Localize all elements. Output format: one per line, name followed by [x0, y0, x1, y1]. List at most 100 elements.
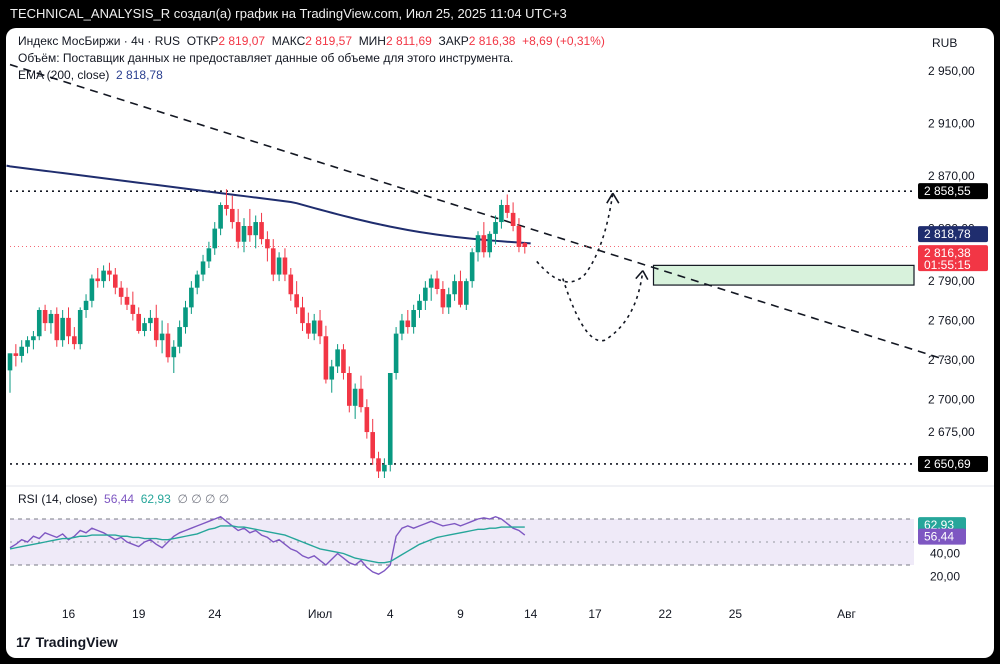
price-tag-countdown: 01:55:15 — [924, 258, 971, 272]
candle-body — [423, 287, 428, 301]
candle-body — [241, 226, 247, 242]
time-axis-tick: 25 — [729, 607, 743, 621]
candle-body — [189, 287, 194, 308]
time-axis-tick: 14 — [524, 607, 538, 621]
low-label: МИН — [358, 34, 386, 48]
ema-200-line — [6, 164, 531, 245]
price-axis-tick: 2 910,00 — [928, 117, 975, 131]
arrow-head-icon — [606, 192, 620, 204]
candle-body — [194, 274, 200, 288]
candle-body — [25, 340, 30, 347]
candle-body — [7, 353, 13, 371]
ema-tag-bg — [918, 226, 988, 243]
candle-body — [306, 323, 311, 334]
time-axis-tick: 22 — [659, 607, 673, 621]
candle-body — [206, 248, 212, 262]
candle-body — [48, 313, 54, 324]
brand-footer: 17 TradingView — [16, 634, 118, 650]
candle-body — [464, 281, 469, 305]
level-tag-lower-bg — [918, 455, 988, 472]
high-value: 2 819,57 — [305, 34, 353, 48]
scenario-arrow-up — [536, 193, 614, 283]
ema-legend[interactable]: EMA (200, close) 2 818,78 — [18, 68, 163, 82]
arrow-head-icon — [635, 270, 649, 281]
price-axis-tick: 2 675,00 — [928, 425, 975, 439]
candle-body — [270, 248, 276, 275]
candle-body — [300, 307, 305, 324]
candle-body — [382, 464, 387, 472]
candle-body — [83, 300, 89, 310]
price-tag: 2 816,38 — [924, 246, 971, 260]
candle-body — [142, 323, 147, 331]
candle-body — [54, 313, 60, 341]
level-tag-lower: 2 650,69 — [924, 457, 971, 471]
symbol-title[interactable]: Индекс МосБиржи · 4ч · RUS — [18, 34, 181, 48]
rsi-empty-values: ∅ ∅ ∅ ∅ — [177, 492, 230, 506]
candle-body — [259, 222, 264, 240]
candle-body — [405, 320, 411, 328]
candle-body — [376, 458, 381, 472]
candle-body — [265, 239, 270, 249]
candle-body — [469, 252, 475, 282]
ema-label: EMA (200, close) — [18, 68, 110, 82]
candle-body — [19, 346, 24, 356]
time-axis-tick: 16 — [62, 607, 76, 621]
price-tag-bg — [918, 245, 988, 272]
candle-body — [159, 333, 165, 341]
price-axis-tick: 2 950,00 — [928, 64, 975, 78]
candle-body — [428, 278, 434, 288]
candle-body — [352, 388, 358, 406]
rsi-ma-value: 62,93 — [140, 492, 171, 506]
candle-body — [200, 261, 206, 275]
rsi-tag-bg — [918, 528, 966, 545]
chart-canvas[interactable]: 2 950,002 910,002 870,002 830,002 790,00… — [6, 28, 994, 658]
candle-body — [329, 366, 335, 380]
candle-body — [434, 278, 440, 289]
time-axis-tick: 17 — [588, 607, 602, 621]
candle-body — [446, 294, 452, 308]
candle-body — [136, 313, 141, 331]
time-axis-tick: 19 — [132, 607, 146, 621]
close-value: 2 816,38 — [468, 34, 516, 48]
price-axis-tick: 2 760,00 — [928, 314, 975, 328]
candle-body — [95, 278, 101, 282]
candle-body — [475, 235, 481, 253]
candle-body — [153, 317, 159, 341]
candle-body — [393, 333, 399, 373]
candle-body — [341, 349, 346, 373]
candle-body — [224, 205, 229, 209]
ema-tag: 2 818,78 — [924, 227, 971, 241]
rsi-legend[interactable]: RSI (14, close) 56,44 62,93 ∅ ∅ ∅ ∅ — [18, 492, 229, 506]
low-value: 2 811,69 — [385, 34, 432, 48]
rsi-tag: 56,44 — [924, 530, 954, 544]
candle-body — [101, 270, 106, 282]
candle-body — [212, 228, 218, 249]
candle-body — [113, 274, 118, 288]
open-label: ОТКР — [186, 34, 219, 48]
candle-body — [522, 243, 528, 247]
candle-body — [417, 300, 422, 310]
close-label: ЗАКР — [438, 34, 469, 48]
time-axis-tick: 9 — [457, 607, 464, 621]
candle-body — [317, 320, 323, 337]
candle-body — [493, 222, 498, 234]
price-axis-tick: 2 700,00 — [928, 392, 975, 406]
candle-body — [510, 212, 516, 226]
rsi-axis-tick: 40,00 — [930, 547, 960, 561]
time-axis-tick: 4 — [387, 607, 394, 621]
candle-body — [165, 333, 171, 358]
level-tag-upper-bg — [918, 183, 988, 200]
candle-body — [458, 281, 463, 305]
candle-body — [42, 310, 48, 324]
candle-body — [499, 205, 504, 223]
candle-body — [481, 235, 487, 253]
currency-label[interactable]: RUB — [932, 36, 958, 50]
symbol-legend: Индекс МосБиржи · 4ч · RUS ОТКР2 819,07 … — [18, 34, 605, 48]
rsi-axis-tick: 20,00 — [930, 570, 960, 584]
scenario-arrow-deep — [562, 270, 644, 342]
price-axis-tick: 2 790,00 — [928, 274, 975, 288]
candle-body — [294, 294, 299, 308]
candle-body — [235, 222, 241, 242]
candle-body — [440, 289, 446, 308]
candle-body — [124, 296, 130, 305]
